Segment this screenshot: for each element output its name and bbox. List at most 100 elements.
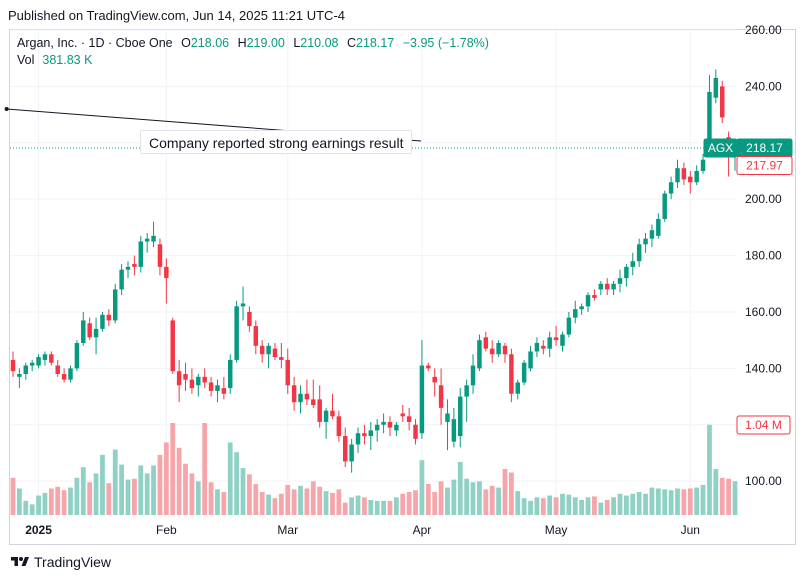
close-label: C <box>347 36 357 50</box>
volume-bar <box>694 487 700 515</box>
price-tick-label: 160.00 <box>745 305 782 319</box>
last-price-badge: 218.17 <box>746 141 783 155</box>
volume-bar <box>515 491 521 515</box>
candle-body <box>240 303 246 307</box>
volume-max-badge: 1.04 M <box>745 418 782 432</box>
candle-body <box>585 295 591 307</box>
candle-body <box>49 354 54 363</box>
volume-label: Vol <box>17 53 35 67</box>
time-tick-label: May <box>545 523 568 537</box>
candle-body <box>68 368 73 380</box>
price-tick-label: 240.00 <box>745 79 782 93</box>
close-value: 218.17 <box>356 36 395 50</box>
volume-bar <box>349 497 355 515</box>
volume-bar <box>10 477 16 515</box>
candle-body <box>144 238 150 242</box>
volume-bar <box>566 494 572 515</box>
volume-bar <box>400 493 406 515</box>
volume-bar <box>630 493 636 515</box>
candle-body <box>285 359 290 386</box>
volume-bar <box>221 492 227 515</box>
volume-bar <box>445 487 450 515</box>
volume-bar <box>592 496 597 515</box>
tradingview-brand[interactable]: TradingView <box>10 554 111 570</box>
candle-body <box>330 410 335 417</box>
candle-body <box>157 244 163 267</box>
candle-body <box>61 374 67 380</box>
candle-body <box>36 357 41 366</box>
volume-bar <box>74 477 80 515</box>
candle-body <box>656 218 661 236</box>
volume-bar <box>585 497 591 515</box>
candle-body <box>509 354 514 394</box>
candle-body <box>291 385 297 403</box>
volume-bar <box>438 481 444 515</box>
candle-body <box>266 345 271 355</box>
time-axis[interactable]: 2025 Feb Mar Apr May Jun <box>25 523 700 537</box>
candle-body <box>464 385 469 397</box>
volume-bar <box>675 488 680 515</box>
volume-bar <box>272 498 278 515</box>
candle-body <box>419 365 425 434</box>
candle-body <box>317 399 322 422</box>
prev-close-badge-box <box>736 156 793 176</box>
volume-bar <box>298 485 303 515</box>
candle-body <box>228 359 233 389</box>
symbol-name[interactable]: Argan, Inc. · 1D · Cboe One <box>17 36 173 50</box>
candle-body <box>87 323 92 338</box>
time-tick-label: Feb <box>156 523 177 537</box>
candle-body <box>534 342 540 352</box>
volume-bar <box>387 500 393 515</box>
candle-body <box>119 269 124 290</box>
candle-body <box>649 230 655 239</box>
candle-body <box>611 283 616 290</box>
volume-bar <box>48 488 54 515</box>
volume-bar <box>413 490 418 515</box>
candle-body <box>477 340 482 369</box>
candle-body <box>374 424 380 431</box>
candle-body <box>630 261 636 267</box>
change-value: −3.95 (−1.78%) <box>402 36 489 50</box>
volume-bars <box>10 423 738 515</box>
candle-body <box>355 433 361 445</box>
volume-bar <box>227 442 233 515</box>
earnings-annotation[interactable]: Company reported strong earnings result <box>140 130 413 154</box>
candle-body <box>560 334 565 346</box>
candle-body <box>713 77 719 98</box>
candle-body <box>617 278 623 284</box>
candle-body <box>10 359 16 372</box>
candle-body <box>132 264 137 267</box>
volume-bar <box>547 495 553 515</box>
candle-body <box>451 419 457 442</box>
volume-bar <box>253 484 259 515</box>
candle-body <box>675 168 680 183</box>
volume-bar <box>183 463 188 515</box>
candle-body <box>688 176 693 183</box>
volume-bar <box>68 487 73 515</box>
candle-body <box>521 362 527 383</box>
candle-body <box>349 444 354 462</box>
brand-name: TradingView <box>34 554 112 570</box>
volume-bar <box>553 497 559 515</box>
price-tick-label: 140.00 <box>745 361 782 375</box>
candle-body <box>93 328 99 338</box>
candle-body <box>208 382 214 391</box>
candle-body <box>106 314 112 321</box>
volume-bar <box>323 491 329 515</box>
volume-bar <box>157 454 163 515</box>
candle-body <box>707 92 712 149</box>
price-axis[interactable]: 100.00120.00140.00160.00180.00200.00220.… <box>703 23 793 488</box>
candle-body <box>151 235 156 242</box>
open-value: 218.06 <box>190 36 230 50</box>
candle-body <box>183 374 188 380</box>
volume-bar <box>144 473 150 515</box>
candle-body <box>413 424 418 439</box>
candle-body <box>74 342 80 369</box>
candle-body <box>502 345 508 355</box>
volume-bar <box>342 502 348 515</box>
volume-bar <box>285 484 291 515</box>
volume-bar <box>655 488 661 515</box>
candle-body <box>624 266 629 279</box>
volume-bar <box>483 489 489 515</box>
